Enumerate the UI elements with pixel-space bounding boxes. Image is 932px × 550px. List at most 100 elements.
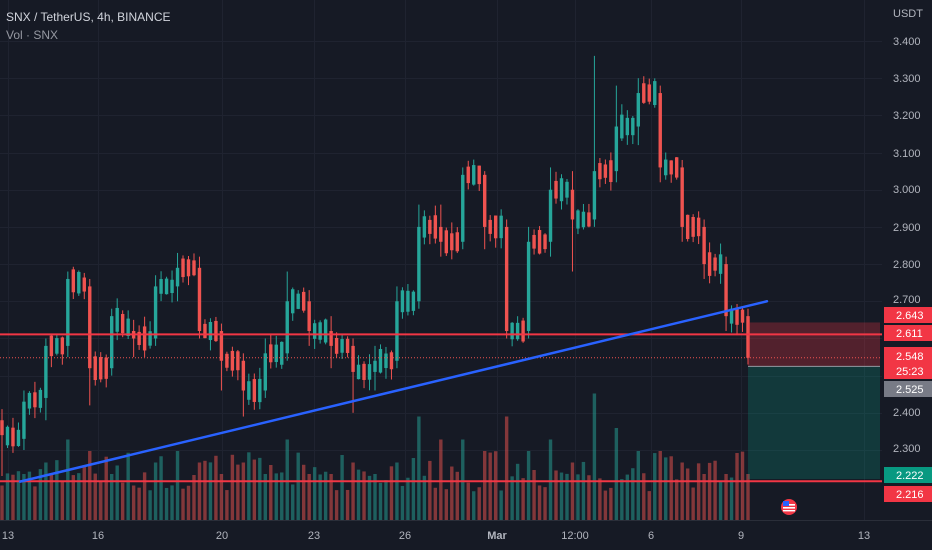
volume-bar xyxy=(554,470,558,520)
volume-bar xyxy=(296,452,300,520)
volume-bar xyxy=(137,487,141,520)
target-zone[interactable] xyxy=(748,366,880,480)
bar-countdown-text: 25:23 xyxy=(896,366,924,378)
candle-body xyxy=(263,353,267,391)
candle-body xyxy=(406,290,410,312)
candle-body xyxy=(685,214,690,239)
candle-body xyxy=(389,352,394,370)
entry-price-text: 2.525 xyxy=(896,384,924,396)
candle-body xyxy=(570,189,575,220)
us-flag-icon[interactable] xyxy=(781,499,797,515)
candle-body xyxy=(433,215,438,239)
candle-body xyxy=(55,338,59,354)
grid xyxy=(0,0,882,520)
volume-bar xyxy=(565,473,569,520)
volume-bar xyxy=(504,416,509,520)
candle-body xyxy=(340,339,344,353)
candle-body xyxy=(625,117,630,136)
volume-bar xyxy=(515,463,520,520)
volume-bar xyxy=(236,464,240,520)
volume-bar xyxy=(587,475,591,520)
candle-body xyxy=(148,331,152,346)
volume-bars xyxy=(0,393,750,520)
volume-bar xyxy=(620,479,624,520)
candle-body xyxy=(99,357,103,380)
candle-body xyxy=(740,309,745,323)
symbol-title[interactable]: SNX / TetherUS, 4h, BINANCE xyxy=(6,10,171,24)
candle-body xyxy=(120,313,125,334)
candle-body xyxy=(488,219,492,234)
volume-bar xyxy=(27,471,32,520)
candle-body xyxy=(680,167,684,227)
volume-bar xyxy=(291,484,295,520)
volume-bar xyxy=(274,473,278,520)
volume-bar xyxy=(598,478,602,520)
candle-body xyxy=(285,301,289,354)
price-tick: 2.800 xyxy=(893,259,921,271)
volume-bar xyxy=(241,462,246,520)
resistance-price-tag xyxy=(884,325,932,341)
volume-bar xyxy=(351,462,355,520)
candle-body xyxy=(729,308,734,324)
candle-body xyxy=(214,320,218,342)
volume-bar xyxy=(592,393,597,520)
candle-body xyxy=(241,360,246,391)
time-axis[interactable]: 13 16 20 23 26 Mar 12:00 6 9 13 xyxy=(2,530,870,542)
candle-body xyxy=(647,84,651,102)
volume-bar xyxy=(214,455,218,520)
candle-body xyxy=(400,290,405,313)
volume-bar xyxy=(685,468,690,520)
volume-bar xyxy=(483,451,487,520)
candle-body xyxy=(115,307,119,332)
volume-bar xyxy=(71,475,76,520)
candle-body xyxy=(258,378,262,403)
volume-bar xyxy=(450,466,454,520)
volume-bar xyxy=(395,462,399,520)
volume-bar xyxy=(735,453,739,520)
position-tool[interactable] xyxy=(748,322,880,480)
volume-bar xyxy=(99,481,103,520)
volume-bar xyxy=(609,487,613,520)
candle-body xyxy=(565,181,569,198)
volume-bar xyxy=(653,453,657,520)
candle-body xyxy=(318,322,322,340)
candle-body xyxy=(296,293,300,309)
volume-bar xyxy=(400,485,405,520)
volume-bar xyxy=(658,451,662,520)
candle-body xyxy=(450,233,454,251)
time-tick: 13 xyxy=(858,530,870,542)
volume-bar xyxy=(16,471,21,520)
volume-bar xyxy=(603,490,608,520)
candle-body xyxy=(77,271,81,294)
candle-body xyxy=(197,267,202,332)
candle-body xyxy=(548,189,553,242)
candle-body xyxy=(16,429,21,447)
candle-body xyxy=(515,322,520,340)
candle-body xyxy=(603,164,608,178)
trend-line[interactable] xyxy=(18,300,769,483)
volume-bar xyxy=(5,473,10,520)
price-tags: 2.643 2.611 2.548 25:23 2.525 2.222 2.21… xyxy=(884,307,932,502)
volume-bar xyxy=(312,467,317,520)
candle-body xyxy=(653,81,657,106)
stop-zone[interactable] xyxy=(748,322,880,367)
time-tick: 26 xyxy=(399,530,411,542)
volume-bar xyxy=(153,462,158,520)
volume-bar xyxy=(11,474,15,520)
volume-bar xyxy=(417,416,421,520)
volume-bar xyxy=(126,452,130,520)
volume-bar xyxy=(148,490,152,520)
volume-bar xyxy=(378,482,383,520)
volume-bar xyxy=(110,474,114,520)
volume-bar xyxy=(389,466,394,520)
volume-indicator-label[interactable]: Vol · SNX xyxy=(6,28,59,42)
volume-bar xyxy=(444,489,449,520)
volume-bar xyxy=(77,473,81,520)
volume-bar xyxy=(691,487,695,520)
candle-body xyxy=(312,323,317,339)
time-tick: 23 xyxy=(308,530,320,542)
volume-bar xyxy=(696,463,701,520)
price-axis[interactable]: 3.400 3.300 3.200 3.100 3.000 2.900 2.80… xyxy=(893,36,921,455)
volume-bar xyxy=(219,474,224,520)
